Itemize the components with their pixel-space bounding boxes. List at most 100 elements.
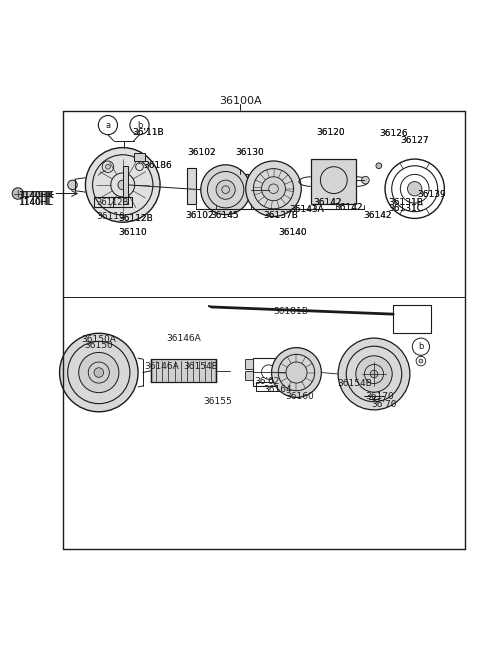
Circle shape: [370, 370, 378, 378]
Text: 1140HK: 1140HK: [19, 191, 54, 200]
Circle shape: [272, 348, 322, 397]
Text: b: b: [418, 342, 424, 351]
Text: 36100A: 36100A: [219, 96, 261, 106]
Bar: [152, 359, 216, 382]
Text: 36154B: 36154B: [337, 379, 372, 388]
Text: 36154B: 36154B: [183, 362, 218, 371]
Text: 36131B: 36131B: [388, 198, 423, 207]
Text: 36126: 36126: [379, 129, 408, 138]
Text: 36102: 36102: [185, 211, 214, 219]
Text: 36155: 36155: [204, 397, 232, 406]
Text: 36120: 36120: [317, 127, 345, 137]
Text: 36102: 36102: [185, 211, 214, 219]
Text: 36131B: 36131B: [388, 198, 423, 207]
Bar: [187, 168, 196, 204]
Circle shape: [376, 163, 382, 169]
Bar: [233, 174, 248, 187]
Text: 36102: 36102: [187, 148, 216, 157]
Text: 36142: 36142: [314, 198, 342, 207]
Circle shape: [361, 176, 369, 184]
Text: 36170: 36170: [365, 392, 394, 401]
Bar: [134, 153, 145, 161]
Text: 36139: 36139: [417, 190, 446, 199]
Circle shape: [106, 164, 110, 169]
Circle shape: [262, 177, 286, 200]
Circle shape: [201, 165, 251, 215]
Text: 36140: 36140: [278, 228, 307, 237]
Circle shape: [419, 359, 423, 363]
Circle shape: [408, 181, 422, 196]
Text: 36140: 36140: [278, 228, 307, 237]
Text: 36131C: 36131C: [388, 204, 423, 214]
Circle shape: [79, 352, 119, 393]
Text: 36143A: 36143A: [289, 205, 324, 214]
Text: 1140HK: 1140HK: [19, 191, 54, 200]
Bar: [311, 158, 356, 204]
Text: 36'11B: 36'11B: [132, 127, 164, 137]
Circle shape: [85, 148, 160, 222]
Text: 36120: 36120: [317, 127, 345, 137]
Bar: [20, 191, 51, 196]
Text: 36127: 36127: [400, 136, 429, 145]
Text: 36164: 36164: [263, 385, 291, 394]
Text: 36142: 36142: [334, 203, 362, 212]
Text: 36142: 36142: [363, 211, 392, 219]
Text: 36146A: 36146A: [166, 334, 201, 342]
Text: 36139: 36139: [417, 190, 446, 199]
Text: 36142: 36142: [363, 211, 392, 219]
Bar: [245, 371, 253, 380]
Text: 1140HK: 1140HK: [19, 191, 52, 200]
Circle shape: [94, 368, 104, 377]
Text: 36142: 36142: [334, 203, 362, 212]
Text: 36112B: 36112B: [118, 214, 153, 223]
Circle shape: [118, 180, 128, 190]
Text: 36112B: 36112B: [118, 214, 153, 223]
Text: 1140HL: 1140HL: [19, 198, 51, 207]
Bar: [123, 166, 129, 204]
Text: 1140HL: 1140HL: [19, 198, 53, 207]
Text: 36130: 36130: [235, 148, 264, 157]
Circle shape: [338, 338, 410, 410]
Text: 36110: 36110: [96, 212, 125, 221]
Text: 36131C: 36131C: [388, 204, 423, 214]
Text: 36186: 36186: [144, 161, 172, 170]
Text: 36137B: 36137B: [263, 211, 298, 219]
Text: 36150A: 36150A: [81, 334, 116, 344]
Text: 36186: 36186: [144, 161, 172, 170]
Text: 36'62: 36'62: [254, 376, 280, 386]
Text: 36130: 36130: [235, 148, 264, 157]
Circle shape: [356, 356, 392, 392]
Text: 36112B: 36112B: [96, 198, 129, 207]
Text: 36110: 36110: [118, 228, 147, 237]
Text: 36'11B: 36'11B: [132, 127, 164, 137]
Circle shape: [246, 161, 301, 217]
Text: 36145: 36145: [210, 211, 239, 219]
Circle shape: [12, 188, 24, 199]
Text: 36126: 36126: [379, 129, 408, 138]
Text: 36127: 36127: [400, 136, 429, 145]
Bar: [253, 358, 285, 386]
Circle shape: [68, 180, 77, 190]
Text: 36181B: 36181B: [274, 307, 308, 316]
Circle shape: [286, 362, 307, 383]
Circle shape: [216, 180, 235, 199]
Text: a: a: [105, 121, 110, 129]
Text: 36137B: 36137B: [263, 211, 298, 219]
Text: 1140HL: 1140HL: [19, 198, 53, 207]
Text: 36150: 36150: [84, 341, 113, 350]
Bar: [256, 382, 279, 391]
Bar: [233, 187, 248, 191]
Text: 36143A: 36143A: [289, 205, 324, 214]
Text: 36160: 36160: [285, 392, 314, 401]
Circle shape: [60, 333, 138, 412]
Bar: [393, 305, 432, 333]
Text: 36'70: 36'70: [371, 399, 396, 409]
Text: 36110: 36110: [118, 228, 147, 237]
Text: 36146A: 36146A: [144, 362, 179, 371]
Bar: [245, 359, 253, 369]
Bar: [94, 197, 132, 208]
Text: 36145: 36145: [210, 211, 239, 219]
Text: 36142: 36142: [314, 198, 342, 207]
Text: 36102: 36102: [187, 148, 216, 157]
Text: b: b: [137, 121, 142, 129]
